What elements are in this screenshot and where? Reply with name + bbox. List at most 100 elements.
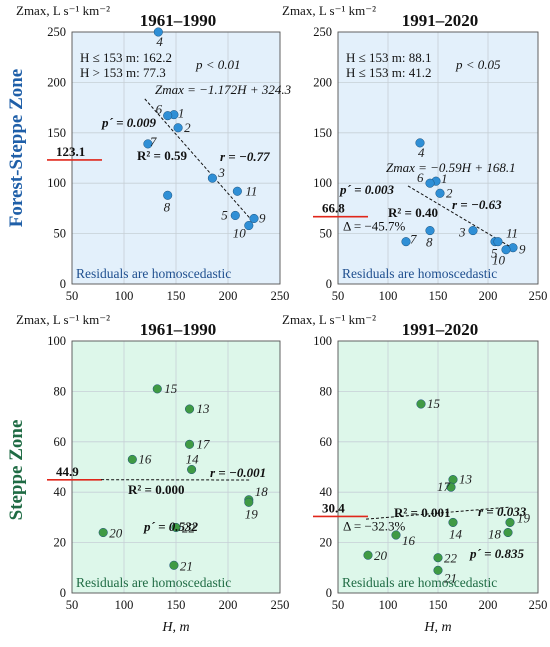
data-point-2 — [435, 188, 445, 198]
point-label-1: 1 — [441, 171, 448, 186]
x-tick-label: 250 — [529, 289, 548, 303]
x-tick-label: 150 — [167, 289, 186, 303]
x-tick-label: 250 — [271, 598, 290, 612]
regression-line — [144, 98, 254, 223]
data-point-16 — [127, 454, 137, 464]
data-point-11 — [493, 237, 503, 247]
x-tick-label: 100 — [115, 598, 134, 612]
mean-value-label: 123.1 — [56, 144, 85, 159]
y-tick-label: 50 — [54, 227, 67, 241]
y-tick-label: 100 — [47, 334, 66, 348]
y-tick-label: 0 — [326, 277, 332, 291]
stats-line: H ≤ 153 m: 162.2 — [80, 50, 172, 65]
x-axis-label: H, m — [423, 620, 451, 635]
y-tick-label: 0 — [60, 277, 66, 291]
y-axis-label: Zmax, L s⁻¹ km⁻² — [282, 312, 376, 327]
y-tick-label: 20 — [320, 536, 333, 550]
data-point-10 — [501, 245, 511, 255]
r-label: r = −0.001 — [210, 465, 266, 480]
delta-label: Δ = −32.3% — [343, 518, 406, 533]
data-point-7 — [143, 139, 153, 149]
data-point-6 — [163, 111, 173, 121]
point-label-16: 16 — [138, 451, 152, 466]
point-label-3: 3 — [458, 225, 466, 240]
y-axis-label: Zmax, L s⁻¹ km⁻² — [16, 312, 110, 327]
point-label-11: 11 — [245, 183, 257, 198]
panel-title: 1961–1990 — [140, 320, 217, 339]
y-tick-label: 100 — [313, 334, 332, 348]
r-label: r = 0.033 — [478, 504, 527, 519]
chart-panel-2: 50 100 150 200 2500501001502002501991–2020Zm… — [282, 3, 547, 303]
point-label-19: 19 — [245, 506, 258, 521]
data-point-20 — [363, 550, 373, 560]
r-squared-label: R² = 0.001 — [394, 505, 450, 520]
x-tick-label: 200 — [219, 289, 238, 303]
x-tick-label: 100 — [379, 289, 398, 303]
point-label-13: 13 — [459, 472, 473, 487]
data-point-4 — [415, 138, 425, 148]
data-point-14 — [187, 464, 197, 475]
data-point-22 — [171, 522, 181, 533]
point-label-11: 11 — [506, 226, 518, 241]
data-point-20 — [98, 527, 108, 538]
data-point-21 — [433, 565, 443, 575]
x-tick-label: 100 — [115, 289, 134, 303]
x-tick-label: 200 — [219, 598, 238, 612]
residuals-note: Residuals are homoscedastic — [76, 266, 231, 281]
x-tick-label: 50 — [332, 289, 345, 303]
point-label-20: 20 — [374, 548, 388, 563]
plot-frame — [71, 31, 281, 285]
zone-label-steppe: Steppe Zone — [6, 420, 27, 521]
point-label-8: 8 — [164, 199, 171, 214]
p-value-label: p < 0.05 — [455, 57, 501, 72]
y-tick-label: 40 — [54, 485, 67, 499]
y-tick-label: 100 — [313, 176, 332, 190]
y-tick-label: 100 — [47, 176, 66, 190]
x-tick-label: 250 — [271, 289, 290, 303]
x-tick-label: 150 — [429, 598, 448, 612]
y-tick-label: 250 — [313, 25, 332, 39]
r-squared-label: R² = 0.000 — [128, 482, 184, 497]
r-squared-label: R² = 0.59 — [137, 148, 187, 163]
chart-panel-3: 50 100 150 200 250 0 20 40 60 80 100 1961–1990 Zmax,… — [16, 312, 289, 635]
y-tick-label: 20 — [54, 536, 67, 550]
mean-value-label: 30.4 — [322, 500, 345, 515]
point-label-14: 14 — [186, 452, 200, 467]
x-tick-label: 150 — [167, 598, 186, 612]
x-tick-label: 200 — [479, 289, 498, 303]
point-label-19: 19 — [517, 510, 531, 525]
data-point-2 — [173, 123, 183, 133]
x-tick-label: 200 — [479, 598, 498, 612]
data-point-19 — [505, 517, 515, 527]
regression-equation: Zmax = −0.59H + 168.1 — [386, 160, 516, 175]
p-prime-label: p´ = 0.009 — [101, 115, 156, 130]
data-point-15 — [416, 399, 426, 409]
point-label-5: 5 — [491, 246, 498, 261]
x-tick-label: 50 — [66, 289, 79, 303]
y-tick-label: 200 — [313, 75, 332, 89]
stats-line: H > 153 m: 77.3 — [80, 65, 166, 80]
point-label-18: 18 — [255, 484, 268, 499]
data-point-17 — [446, 482, 456, 492]
data-point-17 — [184, 439, 195, 449]
regression-line — [365, 506, 511, 520]
r-label: r = −0.77 — [220, 149, 270, 164]
data-point-9 — [249, 213, 259, 224]
p-prime-label: p´ = 0.003 — [339, 182, 394, 197]
y-tick-label: 60 — [54, 435, 67, 449]
plot-frame — [337, 31, 539, 285]
data-point-13 — [184, 404, 195, 414]
data-point-22 — [433, 553, 443, 563]
x-tick-label: 250 — [529, 598, 548, 612]
y-tick-label: 80 — [54, 384, 67, 398]
point-label-10: 10 — [233, 226, 247, 241]
residuals-note: Residuals are homoscedastic — [342, 575, 497, 590]
point-label-2: 2 — [446, 185, 453, 200]
panel-title: 1961–1990 — [140, 11, 217, 30]
y-tick-label: 150 — [313, 126, 332, 140]
mean-value-label: 66.8 — [322, 201, 345, 216]
data-point-4 — [153, 27, 163, 37]
data-point-19 — [244, 497, 254, 507]
data-point-3 — [207, 173, 217, 183]
